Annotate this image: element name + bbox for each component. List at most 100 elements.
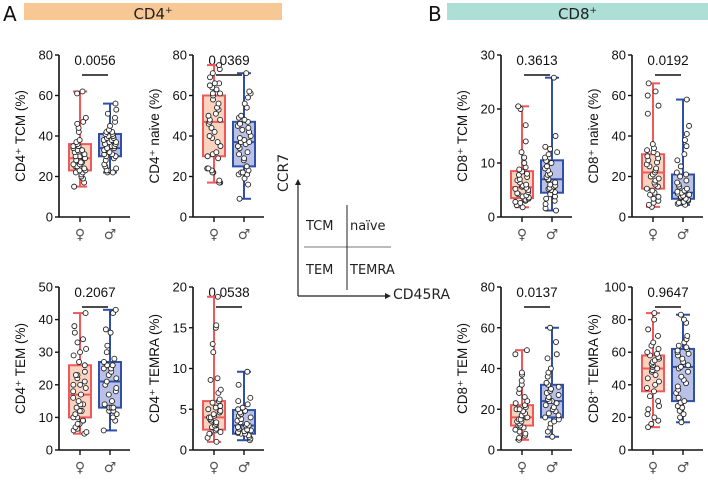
data-point [207, 376, 214, 383]
y-tick-label: 20 [39, 377, 53, 392]
y-tick-label: 15 [173, 320, 187, 335]
data-point [674, 347, 681, 354]
female-symbol-icon: ♀ [517, 227, 527, 243]
data-point [245, 94, 251, 101]
male-symbol-icon: ♂ [677, 460, 690, 476]
data-point [680, 411, 687, 418]
data-point [522, 430, 529, 437]
data-point [681, 316, 687, 323]
data-point [205, 112, 212, 119]
y-tick-label: 30 [39, 345, 53, 360]
data-point [80, 336, 86, 343]
data-point [236, 151, 242, 158]
data-point [644, 411, 651, 418]
male-symbol-icon: ♂ [238, 460, 251, 476]
data-point [524, 398, 531, 405]
data-point [555, 383, 562, 390]
data-point [677, 363, 684, 370]
banner-cd8: CD8+ [447, 3, 708, 23]
data-point [649, 187, 656, 194]
y-tick-label: 40 [39, 129, 53, 144]
data-point [111, 355, 118, 362]
data-point [209, 341, 216, 347]
y-tick-label: 80 [173, 48, 187, 63]
quadrant-tem: TEM [306, 263, 334, 278]
data-point [675, 394, 682, 401]
data-point [81, 378, 88, 385]
data-point [214, 375, 221, 382]
data-point [217, 116, 224, 123]
y-tick-label: 40 [173, 129, 187, 144]
data-point [685, 362, 692, 369]
p-value-label: 0.0192 [647, 53, 688, 68]
p-value-label: 0.0056 [74, 53, 115, 68]
data-point [552, 133, 559, 139]
data-point [678, 419, 685, 426]
female-symbol-icon: ♀ [209, 227, 219, 243]
data-point [681, 398, 688, 405]
banner-cd8-label: CD8 [557, 5, 590, 23]
data-point [655, 102, 662, 109]
data-point [234, 143, 241, 150]
data-point [553, 400, 560, 407]
data-point [543, 379, 550, 386]
data-point [683, 171, 689, 178]
data-point [206, 133, 213, 139]
box-female [510, 103, 534, 211]
data-point [104, 342, 111, 349]
data-point [682, 137, 688, 144]
data-point [651, 316, 658, 323]
data-point [100, 427, 107, 434]
schematic-cd45ra-label: CD45RA [393, 287, 451, 303]
box-male [98, 306, 122, 434]
data-point [212, 110, 219, 117]
data-point [235, 381, 242, 388]
data-point [683, 143, 690, 150]
data-point [101, 401, 108, 408]
data-point [521, 160, 528, 166]
y-tick-label: 60 [173, 88, 187, 103]
y-tick-label: 20 [612, 410, 626, 425]
data-point [519, 204, 526, 211]
data-point [72, 372, 79, 378]
quadrant-tcm: TCM [306, 219, 334, 234]
y-tick-label: 100 [604, 280, 626, 295]
banner-cd4-label: CD4 [133, 5, 166, 23]
data-point [643, 185, 650, 192]
data-point [652, 88, 659, 95]
y-axis-label: CD4⁺ TEMRA (%) [147, 314, 162, 423]
data-point [679, 355, 686, 362]
data-point [112, 114, 118, 121]
data-point [205, 165, 212, 172]
y-axis-label: CD8⁺ TEMRA (%) [586, 314, 601, 423]
y-tick-label: 0 [619, 443, 626, 458]
box-male [98, 100, 122, 176]
data-point [516, 434, 523, 441]
female-symbol-icon: ♀ [75, 460, 85, 476]
data-point [683, 344, 690, 351]
data-point [77, 349, 83, 356]
quadrant-temra: TEMRA [350, 263, 395, 278]
data-point [655, 175, 662, 182]
data-point [247, 414, 254, 421]
plot-cd8-temra: 0 20 40 60 80 100 CD8⁺ TEMRA (%) ♀ ♂ 0.9647 [586, 280, 703, 476]
data-point [553, 351, 560, 358]
data-point [205, 406, 212, 413]
data-point [72, 411, 79, 418]
plot-cd8-tcm: 0 10 20 30 CD8⁺ TCM (%) ♀ ♂ 0.3613 [455, 48, 572, 243]
data-point [644, 349, 651, 356]
box-female [68, 88, 92, 190]
data-point [674, 157, 681, 164]
data-point [656, 378, 662, 385]
data-point [518, 369, 525, 376]
data-point [644, 92, 651, 99]
data-point [236, 195, 243, 202]
data-point [683, 185, 690, 192]
data-point [673, 169, 680, 176]
banner-cd4-sup: + [165, 6, 173, 16]
data-point [217, 407, 224, 414]
data-point [246, 139, 253, 146]
y-axis-label: CD4⁺ TEM (%) [13, 323, 28, 414]
data-point [512, 400, 519, 407]
data-point [675, 199, 682, 206]
